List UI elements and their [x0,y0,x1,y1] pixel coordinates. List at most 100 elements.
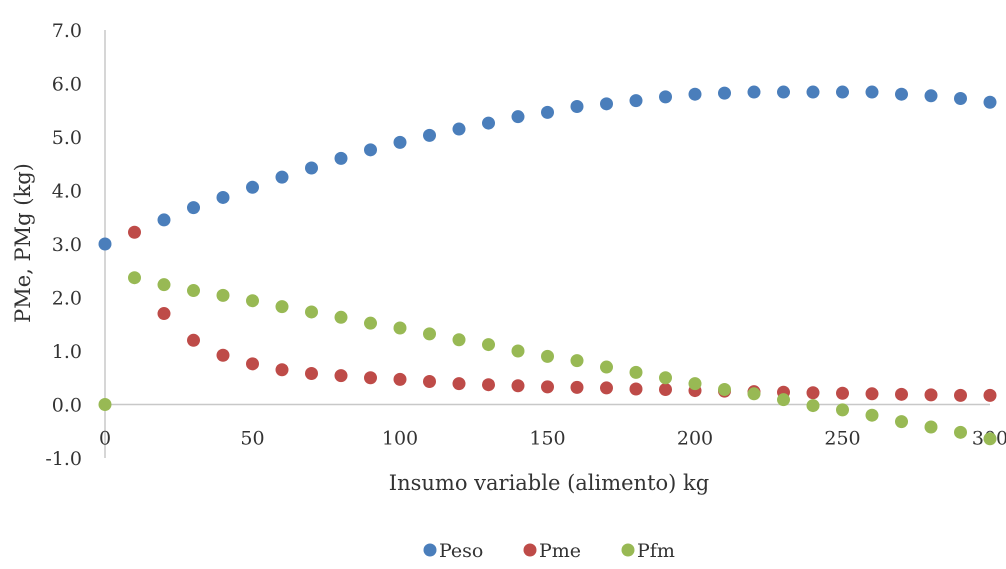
data-point-pme [570,380,584,394]
data-point-pfm [865,408,879,422]
y-tick-label: 5.0 [52,127,82,149]
data-point-pfm [364,316,377,330]
y-tick-label: 6.0 [52,74,82,96]
data-point-peso [777,85,790,99]
data-point-peso [334,151,348,165]
data-point-pme [983,388,997,402]
data-point-pfm [836,403,849,417]
data-point-pme [423,374,436,388]
data-point-peso [806,85,820,99]
data-point-pme [600,381,613,395]
data-point-peso [600,97,613,111]
legend-marker [423,543,437,557]
x-tick-labels: 050100150200250300 [99,428,1006,450]
data-point-peso [305,161,318,175]
data-point-pme [659,383,672,397]
legend-label: Pme [539,540,581,562]
data-point-pfm [246,294,259,308]
data-point-pfm [983,432,997,446]
legend-label: Pfm [637,540,675,562]
data-point-peso [482,116,495,130]
data-point-pfm [275,300,289,314]
data-point-pme [305,366,318,380]
data-point-pfm [128,271,141,285]
data-point-pme [334,369,348,383]
data-point-pfm [659,371,672,385]
axes [104,30,990,458]
data-point-pme [895,387,908,401]
data-points [98,85,997,446]
data-point-pme [629,382,643,396]
y-tick-label: 7.0 [52,20,82,42]
y-tick-label: -1.0 [45,448,82,470]
data-point-pfm [305,305,318,319]
data-point-pfm [216,288,230,302]
data-point-pfm [541,349,554,363]
data-point-pme [482,378,495,392]
data-point-pfm [895,415,908,429]
data-point-peso [393,135,407,149]
legend-item-pme: Pme [523,540,581,562]
y-tick-label: 2.0 [52,288,82,310]
data-point-pfm [334,310,348,324]
data-point-peso [924,89,938,103]
x-tick-label: 250 [824,428,860,450]
data-point-pfm [393,321,407,335]
series-peso [98,85,997,251]
x-tick-label: 50 [240,428,264,450]
data-point-pfm [452,333,466,347]
data-point-peso [275,170,289,184]
data-point-peso [836,85,849,99]
data-point-peso [511,110,525,124]
data-point-pme [364,371,377,385]
x-tick-label: 100 [382,428,418,450]
data-point-pme [246,357,259,371]
data-point-pfm [482,338,495,352]
data-point-peso [423,128,436,142]
y-tick-label: 4.0 [52,181,82,203]
data-point-pme [836,386,849,400]
data-point-pfm [777,393,790,407]
data-point-pfm [806,399,820,413]
data-point-peso [747,85,761,99]
data-point-peso [216,190,230,204]
data-point-pfm [718,383,731,397]
data-point-peso [364,143,377,157]
series-pme [128,225,997,402]
data-point-pme [275,363,289,377]
data-point-peso [541,105,554,119]
series-pfm [98,271,997,446]
data-point-peso [98,237,112,251]
data-point-peso [246,180,259,194]
y-tick-labels: 7.0 6.0 5.0 4.0 3.0 2.0 1.0 0.0 -1.0 [45,20,82,470]
data-point-peso [718,86,731,100]
legend: Peso Pme Pfm [423,540,675,562]
data-point-peso [983,95,997,109]
data-point-pfm [600,360,613,374]
data-point-pfm [423,327,436,341]
data-point-pme [924,388,938,402]
legend-marker [523,543,537,557]
data-point-pfm [924,420,938,434]
x-tick-label: 150 [529,428,565,450]
data-point-pme [187,333,200,347]
data-point-pme [128,225,141,239]
data-point-pme [511,379,525,393]
data-point-pfm [747,387,761,401]
data-point-peso [688,87,702,101]
legend-item-pfm: Pfm [621,540,675,562]
data-point-pme [541,380,554,394]
data-point-pfm [688,377,702,391]
data-point-peso [629,94,643,108]
data-point-peso [865,85,879,99]
x-axis-title: Insumo variable (alimento) kg [389,471,709,495]
data-point-pme [806,386,820,400]
x-tick-label: 0 [99,428,111,450]
data-point-pfm [187,284,200,298]
data-point-pme [216,348,230,362]
legend-item-peso: Peso [423,540,483,562]
legend-label: Peso [439,540,483,562]
data-point-peso [452,122,466,136]
y-axis-title: PMe, PMg (kg) [11,163,35,323]
